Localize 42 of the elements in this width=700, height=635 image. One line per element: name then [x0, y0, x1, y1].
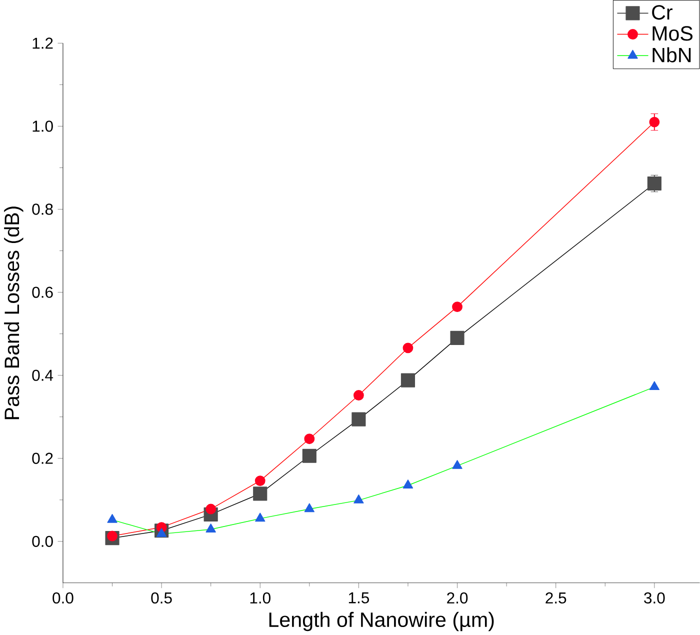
x-tick-label: 0.0: [52, 592, 74, 604]
y-tick-label: 0.8: [32, 204, 53, 215]
y-tick-label: 0.4: [32, 370, 54, 381]
point: [452, 460, 462, 469]
x-tick-label: 2.0: [447, 592, 468, 604]
point: [302, 448, 316, 463]
point: [352, 412, 366, 426]
y-tick-label: 1.2: [32, 38, 53, 49]
point: [255, 512, 266, 522]
x-tick-label: 1.5: [348, 592, 369, 604]
x-tick-label: 0.5: [151, 592, 172, 604]
point: [253, 486, 268, 501]
point: [452, 302, 462, 312]
point: [649, 381, 660, 390]
point: [649, 116, 660, 128]
point: [254, 476, 266, 486]
point: [304, 503, 314, 512]
x-tick-label: 3.0: [644, 592, 665, 604]
x-tick-label: 2.5: [546, 592, 566, 604]
point: [354, 494, 364, 504]
legend-label: NbN: [652, 47, 691, 62]
y-tick-label: 0.2: [32, 452, 53, 464]
x-tick-label: 1.0: [250, 592, 270, 604]
point: [107, 514, 118, 523]
point: [304, 434, 315, 444]
point: [156, 528, 167, 537]
y-axis-title: Pass Band Losses (dB): [4, 206, 24, 420]
y-tick-label: 0.6: [32, 286, 53, 298]
point: [400, 373, 416, 388]
point: [353, 390, 364, 400]
point: [402, 342, 414, 354]
point: [206, 523, 216, 532]
y-tick-label: 1.0: [32, 120, 53, 132]
point: [647, 176, 662, 190]
y-tick-label: 0.0: [32, 536, 53, 547]
legend-label: MoS: [652, 26, 692, 41]
point: [450, 330, 464, 345]
point: [107, 530, 118, 542]
point: [206, 504, 216, 514]
legend-label: Cr: [652, 5, 672, 20]
point: [402, 479, 414, 488]
x-axis-title: Length of Nanowire (µm): [269, 612, 494, 632]
